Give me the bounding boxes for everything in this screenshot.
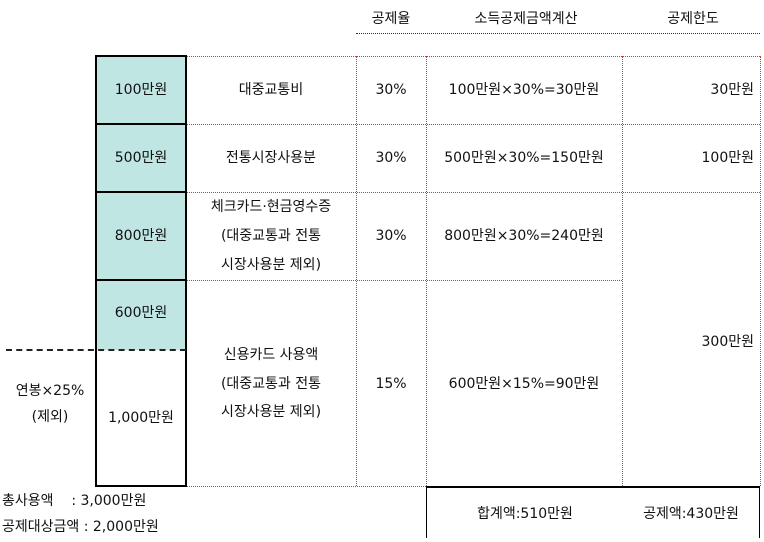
bar-cell-market	[96, 124, 186, 192]
grid-line	[760, 56, 761, 486]
category-credit-line2: (대중교통과 전통	[220, 376, 322, 392]
category-check-line3: 시장사용분 제외)	[220, 257, 322, 273]
summary-box	[426, 486, 760, 538]
grid-line	[186, 486, 426, 487]
amount-check: 800만원	[114, 228, 168, 244]
category-credit-line1: 신용카드 사용액	[223, 347, 319, 363]
bar-divider	[96, 191, 186, 193]
rate-check: 30%	[375, 228, 407, 244]
calc-credit: 600만원×15%=90만원	[448, 376, 600, 392]
bar-divider	[96, 279, 186, 281]
category-credit-line3: 시장사용분 제외)	[220, 404, 322, 420]
grid-line	[186, 56, 760, 57]
header-underline	[356, 33, 760, 34]
amount-market: 500만원	[114, 150, 168, 166]
category-transit: 대중교통비	[238, 82, 304, 98]
calc-check: 800만원×30%=240만원	[444, 228, 604, 244]
grid-line	[186, 192, 760, 193]
deduction-label: 공제액:430만원	[643, 506, 739, 522]
grid-line	[186, 124, 760, 125]
category-check-line2: (대중교통과 전통	[220, 228, 322, 244]
header-limit: 공제한도	[667, 11, 719, 27]
limit-market: 100만원	[701, 150, 754, 166]
rate-transit: 30%	[375, 82, 407, 98]
rate-market: 30%	[375, 150, 407, 166]
total-usage: 총사용액 : 3,000만원	[2, 493, 147, 509]
header-rate: 공제율	[371, 11, 411, 27]
calc-transit: 100만원×30%=30만원	[448, 82, 600, 98]
salary-excluded-label: (제외)	[31, 409, 69, 425]
bar-cell-credit-top	[96, 280, 186, 350]
sum-label: 합계액:510만원	[477, 506, 573, 522]
eligible-amount: 공제대상금액 : 2,000만원	[2, 519, 159, 535]
limit-transit: 30만원	[710, 82, 754, 98]
category-market: 전통시장사용분	[225, 150, 317, 166]
threshold-dashed-line	[6, 349, 186, 351]
usage-bar	[95, 55, 187, 487]
amount-transit: 100만원	[114, 82, 168, 98]
rate-credit: 15%	[375, 376, 407, 392]
grid-line	[426, 56, 427, 486]
amount-credit-top: 600만원	[114, 305, 168, 321]
salary-25-label: 연봉×25%	[15, 383, 85, 399]
bar-cell-check	[96, 192, 186, 280]
amount-excluded: 1,000만원	[108, 410, 174, 426]
category-check-line1: 체크카드·현금영수증	[210, 199, 332, 215]
bar-cell-transit	[96, 56, 186, 124]
header-calc: 소득공제금액계산	[474, 11, 578, 27]
grid-line	[356, 56, 357, 486]
calc-market: 500만원×30%=150만원	[444, 150, 604, 166]
limit-shared: 300만원	[701, 334, 754, 350]
grid-line	[186, 280, 622, 281]
bar-divider	[96, 123, 186, 125]
grid-line	[622, 56, 623, 486]
